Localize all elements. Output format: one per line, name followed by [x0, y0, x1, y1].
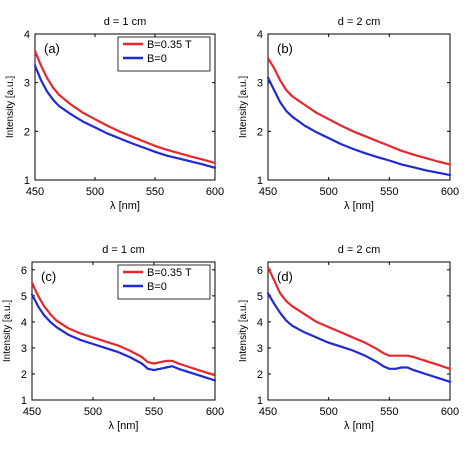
axes-box	[267, 33, 451, 181]
y-axis-label: Intensity [a.u.]	[5, 76, 16, 138]
y-tick-label: 3	[24, 78, 30, 90]
panel-b: d = 2 cm 450 500 550 600 1 2 3 4 λ [nm] Intensity …	[238, 16, 459, 212]
y-tick-label: 4	[257, 29, 263, 41]
series-line-b-0	[33, 64, 217, 169]
y-tick-label: 1	[257, 175, 263, 187]
y-tick-label: 2	[257, 126, 263, 138]
legend: B=0.35 T B=0	[117, 264, 211, 300]
axes-box	[34, 33, 216, 181]
legend-label: B=0.35 T	[147, 39, 192, 51]
series-line-b-035t	[30, 281, 217, 377]
chart-title: d = 1 cm	[104, 16, 147, 28]
y-tick-label: 5	[21, 291, 27, 303]
series-line-b-0	[30, 293, 217, 382]
series-line-b-0	[266, 292, 452, 383]
y-tick-label: 2	[24, 126, 30, 138]
panel-d: d = 2 cm 450 500 550 600 1 2 3 4 5 6 λ [nm] Intensit…	[238, 244, 459, 432]
x-tick-label: 550	[146, 186, 164, 198]
x-tick-label: 450	[259, 406, 277, 418]
chart-title: d = 2 cm	[338, 16, 381, 28]
x-tick-label: 500	[319, 186, 337, 198]
series-line-b-035t	[266, 266, 452, 370]
y-tick-label: 6	[257, 265, 263, 277]
y-tick-label: 1	[21, 395, 27, 407]
x-tick-label: 550	[145, 406, 163, 418]
y-tick-label: 3	[257, 343, 263, 355]
legend: B=0.35 T B=0	[117, 36, 211, 72]
chart-title: d = 2 cm	[338, 244, 381, 256]
y-tick-label: 2	[257, 369, 263, 381]
x-axis-label: λ [nm]	[109, 420, 139, 432]
x-tick-label: 450	[26, 186, 44, 198]
legend-frame	[117, 36, 211, 72]
legend-label: B=0	[147, 281, 167, 293]
x-tick-label: 500	[319, 406, 337, 418]
y-axis-label: Intensity [a.u.]	[238, 76, 249, 138]
y-axis-label: Intensity [a.u.]	[2, 300, 13, 362]
x-tick-label: 600	[206, 186, 224, 198]
axes-box	[267, 261, 451, 401]
panel-label: (b)	[277, 41, 293, 56]
y-tick-label: 6	[21, 265, 27, 277]
x-tick-label: 500	[84, 406, 102, 418]
y-tick-label: 3	[257, 78, 263, 90]
x-tick-label: 550	[380, 406, 398, 418]
series-line-b-035t	[266, 57, 452, 166]
legend-label: B=0	[147, 53, 167, 65]
y-tick-label: 2	[21, 369, 27, 381]
y-axis-label: Intensity [a.u.]	[238, 300, 249, 362]
panel-c: d = 1 cm 450 500 550 600 1 2 3 4 5 6 λ [nm] Intensit…	[2, 244, 224, 432]
x-tick-label: 600	[441, 406, 459, 418]
panel-label: (c)	[41, 269, 56, 284]
x-tick-label: 550	[380, 186, 398, 198]
y-tick-label: 3	[21, 343, 27, 355]
chart-title: d = 1 cm	[102, 244, 145, 256]
x-tick-label: 450	[23, 406, 41, 418]
legend-label: B=0.35 T	[147, 267, 192, 279]
x-axis-label: λ [nm]	[344, 200, 374, 212]
panel-label: (d)	[277, 269, 293, 284]
x-tick-label: 500	[86, 186, 104, 198]
series-line-b-0	[266, 76, 452, 177]
y-tick-label: 4	[257, 317, 263, 329]
y-tick-label: 4	[24, 29, 30, 41]
y-tick-label: 1	[257, 395, 263, 407]
x-axis-label: λ [nm]	[344, 420, 374, 432]
x-tick-label: 450	[259, 186, 277, 198]
series-line-b-035t	[33, 49, 217, 165]
axes-box	[31, 261, 216, 401]
x-tick-label: 600	[206, 406, 224, 418]
panel-label: (a)	[44, 41, 60, 56]
x-tick-label: 600	[441, 186, 459, 198]
y-tick-label: 4	[21, 317, 27, 329]
y-tick-label: 1	[24, 175, 30, 187]
legend-frame	[117, 264, 211, 300]
x-axis-label: λ [nm]	[110, 200, 140, 212]
panel-a: d = 1 cm 450 500 550 600 1 2 3 4 λ [nm] Intensity …	[5, 16, 224, 212]
y-tick-label: 5	[257, 291, 263, 303]
